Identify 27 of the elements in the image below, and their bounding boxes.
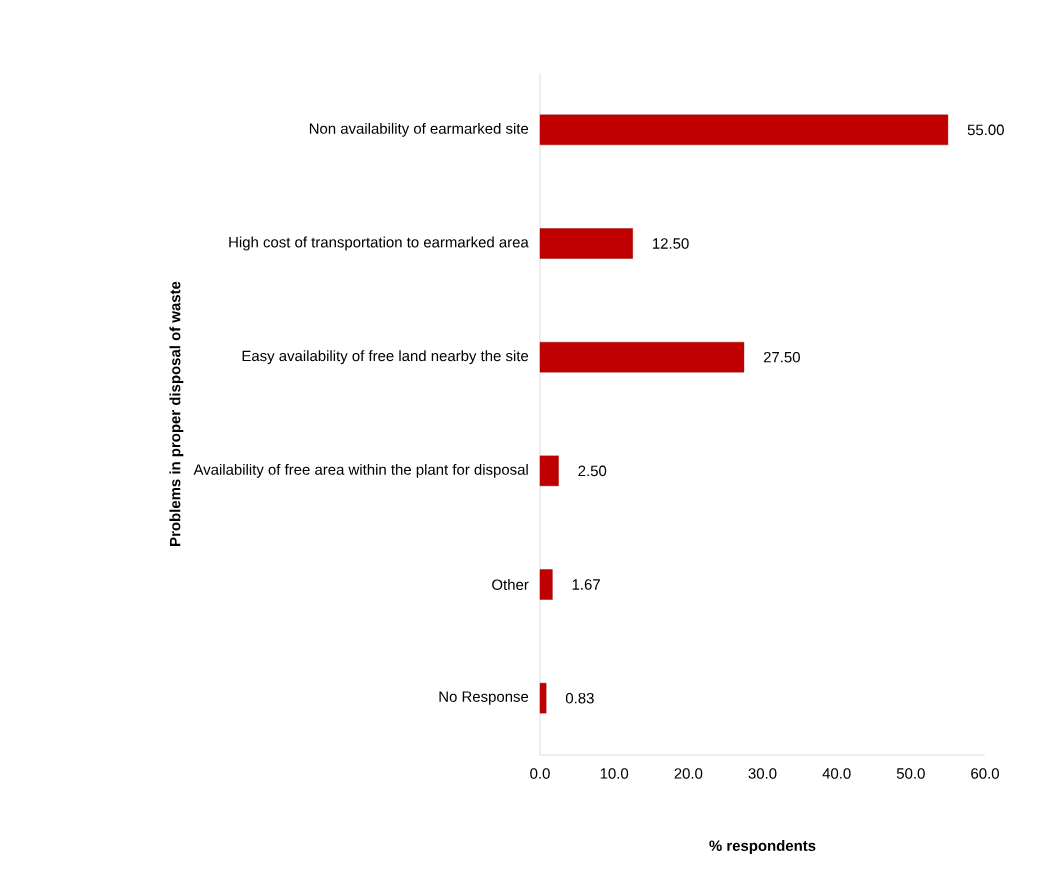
- data-label: 27.50: [763, 351, 800, 363]
- data-label: 0.83: [565, 692, 594, 704]
- x-tick-label: 30.0: [748, 768, 777, 779]
- x-tick-label: 50.0: [896, 768, 925, 779]
- bar: [539, 455, 559, 487]
- bar: [539, 228, 633, 259]
- x-tick-label: 20.0: [674, 768, 703, 779]
- y-tick-label: Easy availability of free land nearby the site: [242, 350, 529, 365]
- x-axis-title: % respondents: [709, 840, 816, 854]
- x-tick-label: 10.0: [600, 768, 629, 779]
- y-tick-label: High cost of transportation to earmarked area: [229, 236, 529, 251]
- bar: [539, 114, 949, 146]
- x-tick-label: 40.0: [822, 768, 851, 779]
- bar: [539, 341, 745, 373]
- data-label: 55.00: [967, 124, 1004, 136]
- y-tick-label: Availability of free area within the plant for disposal: [193, 463, 528, 478]
- y-tick-label: No Response: [439, 691, 529, 705]
- y-axis-title: Problems in proper disposal of waste: [169, 281, 184, 546]
- bar: [539, 569, 553, 600]
- data-label: 2.50: [578, 465, 607, 477]
- bar: [539, 682, 547, 714]
- x-tick-label: 0.0: [530, 768, 550, 779]
- data-label: 12.50: [653, 238, 689, 249]
- data-label: 1.67: [572, 579, 600, 590]
- y-tick-label: Non availability of earmarked site: [309, 122, 529, 137]
- y-tick-label: Other: [492, 579, 529, 590]
- x-tick-label: 60.0: [971, 768, 999, 779]
